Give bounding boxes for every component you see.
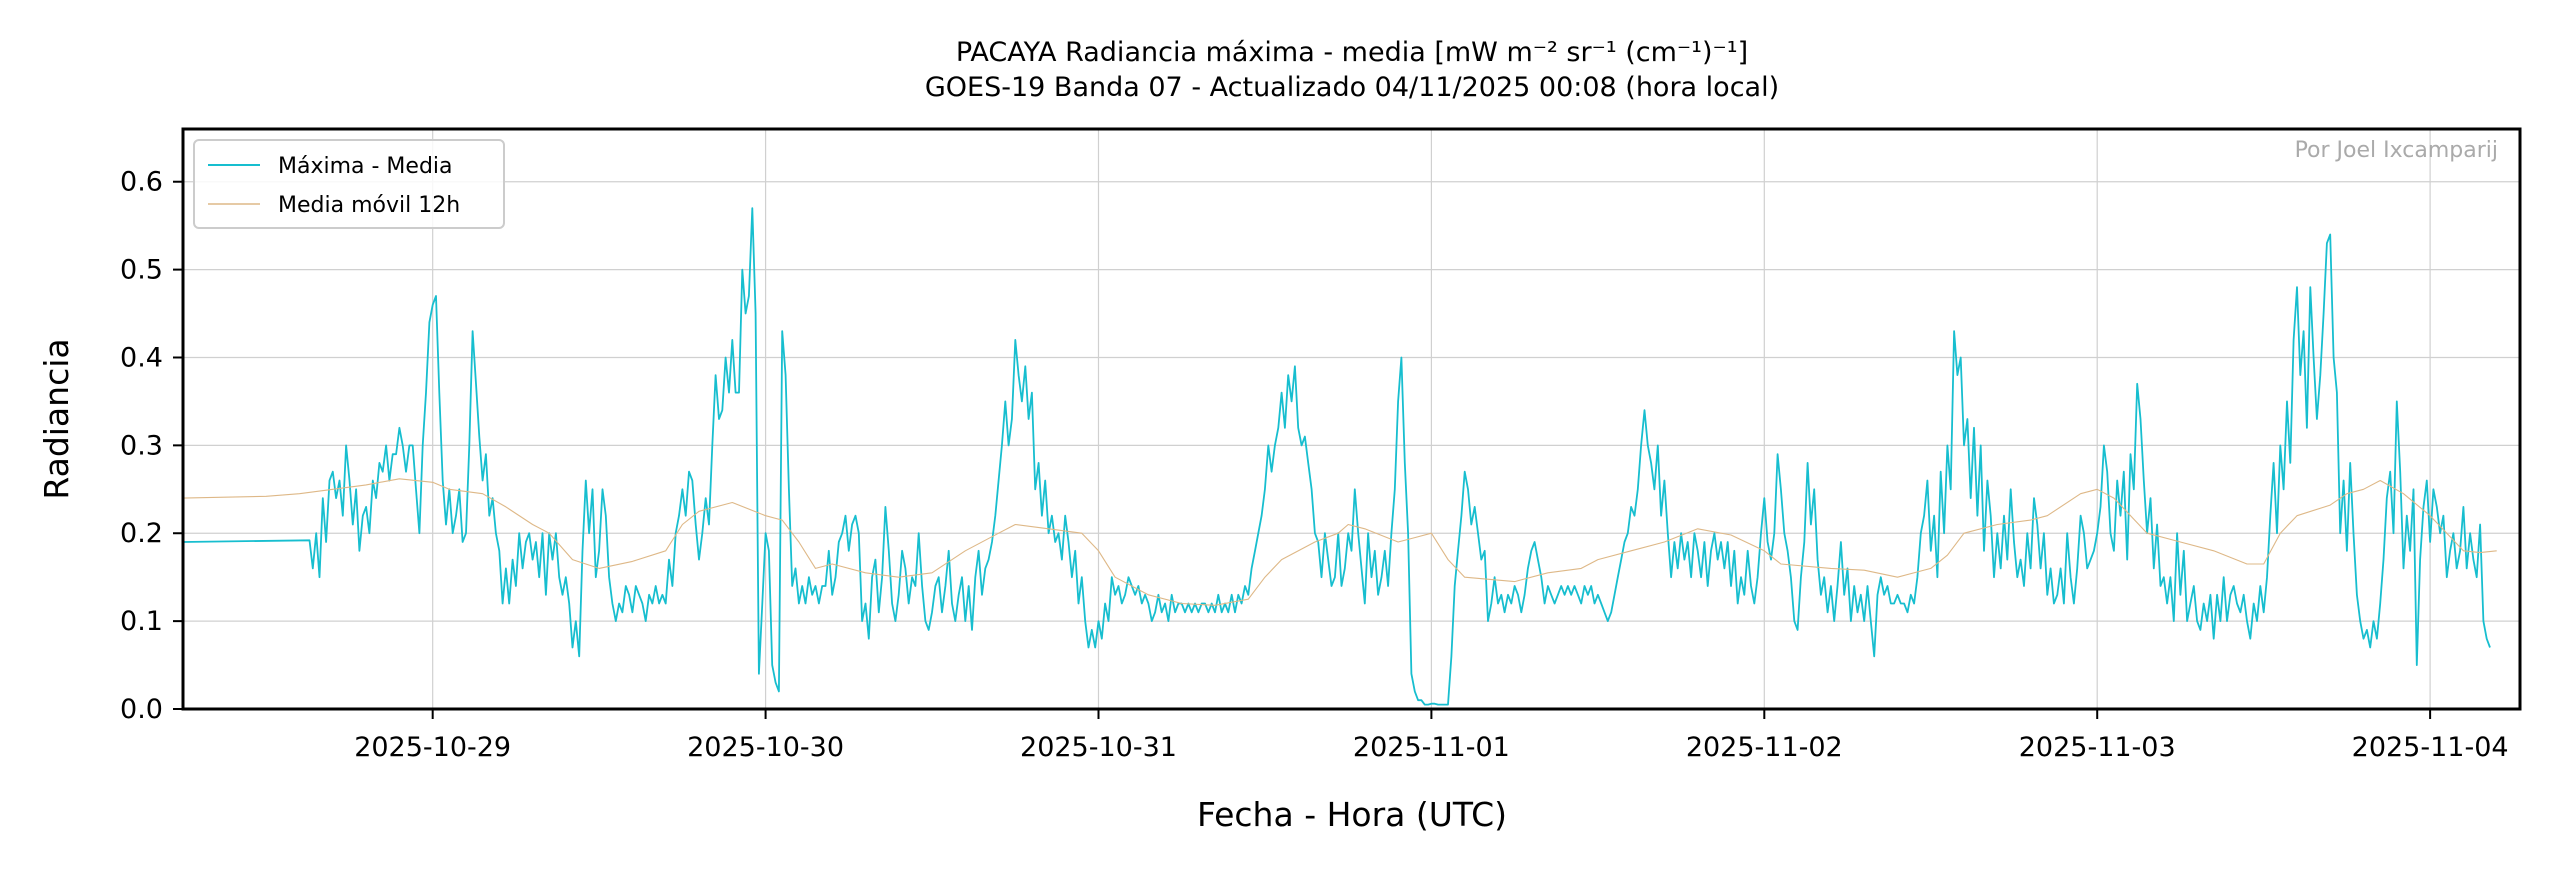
x-tick-label: 2025-11-02 [1686,732,1843,763]
chart-subtitle: GOES-19 Banda 07 - Actualizado 04/11/202… [925,72,1779,103]
y-tick-label: 0.1 [120,606,163,637]
x-tick-label: 2025-11-03 [2019,732,2176,763]
y-ticks-layer: 0.0 0.1 0.2 0.3 0.4 0.5 0.6 [120,167,183,725]
x-tick-label: 2025-10-29 [354,732,511,763]
x-ticks-layer: 2025-10-29 2025-10-30 2025-10-31 2025-11-01… [354,709,2509,763]
grid-layer [183,129,2520,710]
series-layer [182,207,2497,706]
x-tick-label: 2025-11-04 [2352,732,2509,763]
y-tick-label: 0.4 [120,342,163,373]
legend: Máxima - Media Media móvil 12h [193,139,505,229]
legend-label-maxima-media: Máxima - Media [278,154,453,179]
y-tick-label: 0.5 [120,255,163,286]
y-tick-label: 0.6 [120,167,163,198]
y-axis-title: Radiancia [37,338,76,499]
x-tick-label: 2025-10-30 [687,732,844,763]
series-line-media-movil-12h [182,478,2497,606]
plot-frame [181,127,2522,711]
chart-title: PACAYA Radiancia máxima - media [mW m⁻² … [956,37,1748,68]
series-line-maxima-media [182,207,2491,706]
x-tick-label: 2025-11-01 [1353,732,1510,763]
y-tick-label: 0.3 [120,430,163,461]
x-tick-label: 2025-10-31 [1020,732,1177,763]
x-axis-title: Fecha - Hora (UTC) [1197,795,1507,834]
legend-box [193,139,505,229]
credit-text: Por Joel Ixcamparij [2295,138,2498,163]
y-tick-label: 0.0 [120,694,163,725]
y-tick-label: 0.2 [120,518,163,549]
legend-label-media-movil: Media móvil 12h [278,193,460,218]
